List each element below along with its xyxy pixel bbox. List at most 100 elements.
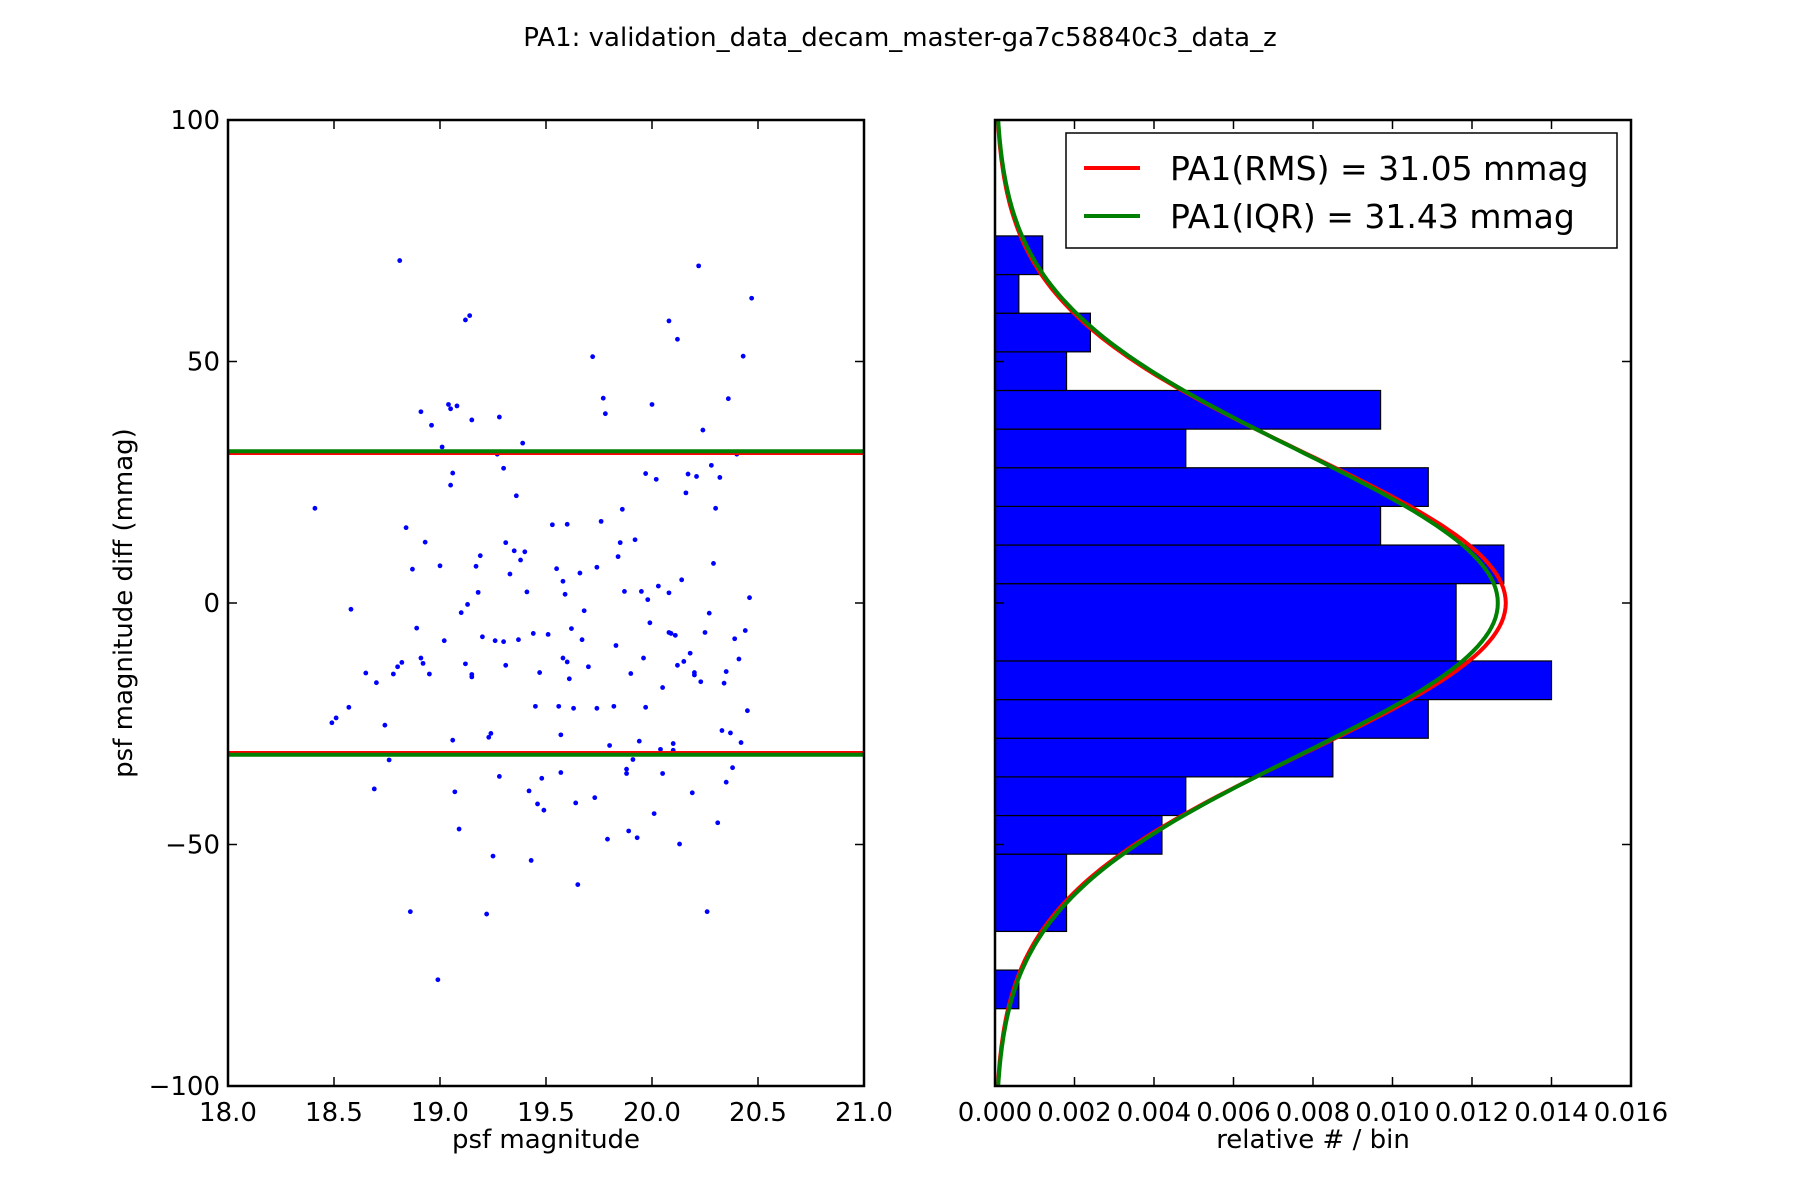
x-tick-label: 19.0 bbox=[411, 1098, 469, 1128]
scatter-point bbox=[456, 826, 462, 832]
scatter-point bbox=[615, 554, 621, 560]
histogram-bars bbox=[994, 235, 1553, 1010]
gaussian-curves bbox=[995, 119, 1508, 1087]
scatter-point bbox=[586, 664, 591, 670]
scatter-point bbox=[418, 409, 424, 415]
scatter-point bbox=[666, 318, 672, 324]
scatter-point bbox=[605, 836, 610, 842]
scatter-point bbox=[560, 655, 566, 661]
scatter-point bbox=[636, 738, 642, 744]
scatter-point bbox=[723, 669, 729, 674]
y-tick-label: 0 bbox=[203, 589, 220, 619]
gaussian-curve-iqr bbox=[996, 119, 1500, 1087]
scatter-point bbox=[439, 444, 445, 450]
scatter-points bbox=[312, 258, 755, 983]
scatter-point bbox=[723, 779, 729, 785]
histogram-x-ticks: 0.000 0.002 0.004 0.006 0.008 0.010 0.012 0.014… bbox=[958, 120, 1668, 1128]
histogram-bar bbox=[994, 505, 1382, 546]
scatter-point bbox=[448, 482, 453, 488]
scatter-point bbox=[704, 909, 710, 915]
scatter-point bbox=[634, 835, 640, 841]
x-tick-label: 0.010 bbox=[1355, 1098, 1429, 1128]
scatter-point bbox=[452, 789, 458, 795]
scatter-point bbox=[670, 741, 676, 746]
scatter-point bbox=[562, 591, 568, 597]
scatter-point bbox=[454, 403, 460, 409]
scatter-point bbox=[556, 703, 562, 709]
scatter-point bbox=[677, 841, 682, 847]
scatter-point bbox=[448, 406, 453, 412]
scatter-point bbox=[649, 402, 655, 407]
scatter-point bbox=[624, 771, 629, 776]
scatter-point bbox=[579, 637, 585, 643]
scatter-point bbox=[414, 625, 420, 631]
legend-label-iqr: PA1(IQR) = 31.43 mmag bbox=[1170, 197, 1575, 236]
scatter-point bbox=[619, 506, 625, 512]
histogram-bar bbox=[994, 312, 1092, 353]
scatter-point bbox=[477, 553, 483, 559]
scatter-point bbox=[738, 740, 744, 745]
scatter-point bbox=[622, 589, 627, 594]
scatter-point bbox=[566, 676, 572, 682]
scatter-point bbox=[660, 685, 665, 690]
scatter-point bbox=[689, 790, 695, 796]
scatter-point bbox=[410, 566, 415, 572]
scatter-point bbox=[641, 655, 646, 661]
histogram-x-label: relative # / bin bbox=[1216, 1125, 1410, 1155]
scatter-point bbox=[564, 521, 570, 527]
scatter-y-ticks: 100 50 0 −50 −100 bbox=[149, 106, 864, 1102]
x-tick-label: 20.5 bbox=[729, 1098, 787, 1128]
x-tick-label: 21.0 bbox=[835, 1098, 893, 1128]
scatter-point bbox=[371, 786, 377, 792]
scatter-point bbox=[602, 411, 608, 417]
scatter-point bbox=[719, 728, 725, 733]
scatter-point bbox=[463, 317, 468, 323]
scatter-point bbox=[675, 662, 680, 668]
scatter-point bbox=[520, 440, 526, 446]
histogram-bar bbox=[994, 467, 1429, 508]
scatter-point bbox=[395, 664, 400, 670]
scatter-point bbox=[571, 705, 576, 711]
scatter-point bbox=[592, 795, 598, 801]
y-tick-label: 100 bbox=[170, 106, 220, 136]
scatter-point bbox=[480, 634, 485, 640]
scatter-point bbox=[545, 631, 551, 637]
y-tick-label: −50 bbox=[165, 831, 220, 861]
scatter-point bbox=[501, 639, 506, 645]
scatter-point bbox=[441, 638, 447, 644]
y-tick-label: −100 bbox=[149, 1072, 220, 1102]
histogram-bar bbox=[994, 698, 1429, 739]
scatter-point bbox=[747, 595, 752, 601]
scatter-point bbox=[745, 708, 750, 714]
scatter-point bbox=[541, 807, 547, 813]
x-tick-label: 0.004 bbox=[1117, 1098, 1191, 1128]
scatter-point bbox=[715, 820, 721, 826]
x-tick-label: 20.0 bbox=[623, 1098, 681, 1128]
scatter-point bbox=[749, 295, 755, 301]
scatter-point bbox=[590, 354, 596, 360]
scatter-point bbox=[535, 801, 540, 807]
scatter-point bbox=[708, 462, 714, 468]
x-tick-label: 0.000 bbox=[958, 1098, 1032, 1128]
scatter-point bbox=[533, 703, 538, 709]
scatter-point bbox=[594, 705, 600, 711]
scatter-point bbox=[740, 353, 746, 359]
x-tick-label: 0.016 bbox=[1594, 1098, 1668, 1128]
scatter-point bbox=[694, 474, 699, 479]
scatter-point bbox=[643, 471, 649, 476]
scatter-point bbox=[469, 674, 475, 680]
scatter-point bbox=[329, 720, 335, 726]
y-tick-label: 50 bbox=[187, 348, 220, 378]
scatter-point bbox=[569, 626, 574, 631]
scatter-point bbox=[575, 882, 581, 887]
scatter-panel: 18.0 18.5 19.0 19.5 20.0 20.5 21.0 100 50 0 −50 −1… bbox=[109, 106, 893, 1155]
scatter-point bbox=[382, 722, 388, 728]
scatter-point bbox=[496, 414, 502, 420]
scatter-point bbox=[537, 670, 543, 675]
scatter-point bbox=[647, 620, 653, 626]
scatter-point bbox=[675, 336, 680, 342]
scatter-point bbox=[732, 636, 738, 642]
scatter-point bbox=[348, 606, 354, 612]
scatter-point bbox=[463, 661, 468, 667]
